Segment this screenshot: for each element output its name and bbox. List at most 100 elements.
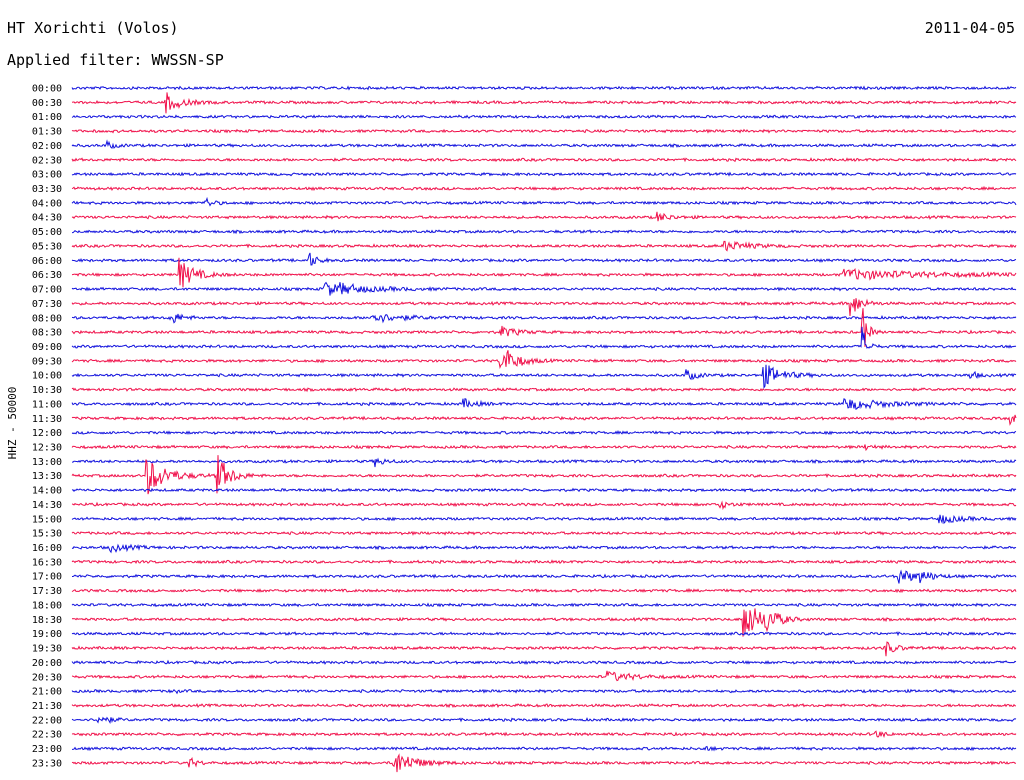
trace-line	[71, 257, 1017, 288]
row-label: 16:00	[32, 543, 62, 554]
row-label: 21:30	[32, 701, 62, 712]
row-label: 04:30	[32, 213, 62, 224]
trace-line	[71, 252, 1017, 266]
row-labels-group: 00:00 00:30 01:00 01:30 02:00 02:30 03:00 03:30…	[32, 84, 62, 770]
row-label: 06:00	[32, 256, 62, 267]
trace-line	[71, 298, 1017, 317]
date-label: 2011-04-05	[924, 19, 1015, 37]
trace-line	[71, 631, 1017, 637]
row-label: 08:00	[32, 313, 62, 324]
trace-line	[71, 587, 1017, 594]
row-label: 08:30	[32, 328, 62, 339]
station-title: HT Xorichti (Volos)	[7, 19, 179, 37]
trace-line	[71, 444, 1017, 452]
row-label: 21:00	[32, 687, 62, 698]
row-label: 18:30	[32, 615, 62, 626]
trace-line	[71, 196, 1017, 207]
row-label: 15:30	[32, 529, 62, 540]
trace-line	[71, 185, 1017, 192]
trace-line	[71, 730, 1017, 739]
trace-line	[71, 602, 1017, 608]
trace-line	[71, 703, 1017, 709]
row-label: 10:00	[32, 371, 62, 382]
row-label: 17:00	[32, 572, 62, 583]
trace-line	[71, 753, 1016, 773]
row-label: 05:00	[32, 227, 62, 238]
row-label: 03:30	[32, 184, 62, 195]
trace-line	[71, 608, 1017, 637]
row-label: 12:00	[32, 428, 62, 439]
trace-line	[71, 559, 1017, 565]
row-label: 17:30	[32, 586, 62, 597]
trace-line	[72, 569, 1017, 584]
trace-line	[71, 397, 1017, 411]
trace-line	[71, 641, 1017, 657]
trace-line	[71, 364, 1017, 389]
trace-line	[71, 326, 1017, 349]
trace-line	[72, 457, 1017, 468]
trace-line	[71, 308, 1017, 347]
trace-line	[71, 688, 1017, 695]
row-label: 10:30	[32, 385, 62, 396]
trace-line	[71, 350, 1017, 369]
trace-line	[71, 455, 1017, 495]
trace-line	[71, 211, 1017, 222]
row-label: 23:00	[32, 744, 62, 755]
row-label: 22:00	[32, 715, 62, 726]
row-label: 09:30	[32, 356, 62, 367]
trace-line	[71, 85, 1017, 91]
row-label: 00:00	[32, 84, 62, 95]
trace-line	[71, 240, 1017, 252]
trace-line	[71, 530, 1017, 536]
trace-line	[71, 92, 1017, 114]
trace-line	[71, 514, 1017, 525]
row-label: 19:30	[32, 644, 62, 655]
row-label: 20:00	[32, 658, 62, 669]
trace-line	[71, 387, 1017, 393]
trace-line	[71, 313, 1017, 324]
row-label: 02:30	[32, 155, 62, 166]
trace-line	[71, 500, 1017, 511]
row-label: 05:30	[32, 241, 62, 252]
row-label: 04:00	[32, 198, 62, 209]
row-label: 13:30	[32, 471, 62, 482]
trace-line	[72, 745, 1017, 752]
trace-line	[71, 430, 1017, 436]
filter-label: Applied filter: WWSSN-SP	[7, 51, 224, 69]
trace-line	[71, 114, 1017, 120]
row-label: 00:30	[32, 98, 62, 109]
trace-line	[71, 157, 1017, 163]
trace-line	[71, 171, 1017, 177]
channel-label: HHZ - 50000	[6, 387, 19, 460]
row-label: 15:00	[32, 514, 62, 525]
row-label: 07:30	[32, 299, 62, 310]
row-label: 22:30	[32, 730, 62, 741]
row-label: 23:30	[32, 758, 62, 769]
traces-group	[71, 85, 1017, 773]
trace-line	[71, 139, 1017, 149]
row-label: 11:30	[32, 414, 62, 425]
row-label: 14:30	[32, 500, 62, 511]
trace-line	[71, 414, 1017, 426]
row-label: 01:30	[32, 127, 62, 138]
row-label: 03:00	[32, 170, 62, 181]
row-label: 13:00	[32, 457, 62, 468]
row-label: 11:00	[32, 399, 62, 410]
trace-line	[71, 670, 1017, 682]
row-label: 20:30	[32, 672, 62, 683]
row-label: 06:30	[32, 270, 62, 281]
trace-line	[71, 128, 1017, 134]
row-label: 19:00	[32, 629, 62, 640]
trace-line	[71, 716, 1017, 725]
row-label: 01:00	[32, 112, 62, 123]
row-label: 07:00	[32, 285, 62, 296]
row-label: 18:00	[32, 600, 62, 611]
trace-line	[71, 659, 1017, 665]
trace-line	[71, 487, 1017, 493]
row-label: 02:00	[32, 141, 62, 152]
row-label: 16:30	[32, 557, 62, 568]
row-label: 09:00	[32, 342, 62, 353]
trace-line	[72, 229, 1017, 235]
row-label: 12:30	[32, 443, 62, 454]
